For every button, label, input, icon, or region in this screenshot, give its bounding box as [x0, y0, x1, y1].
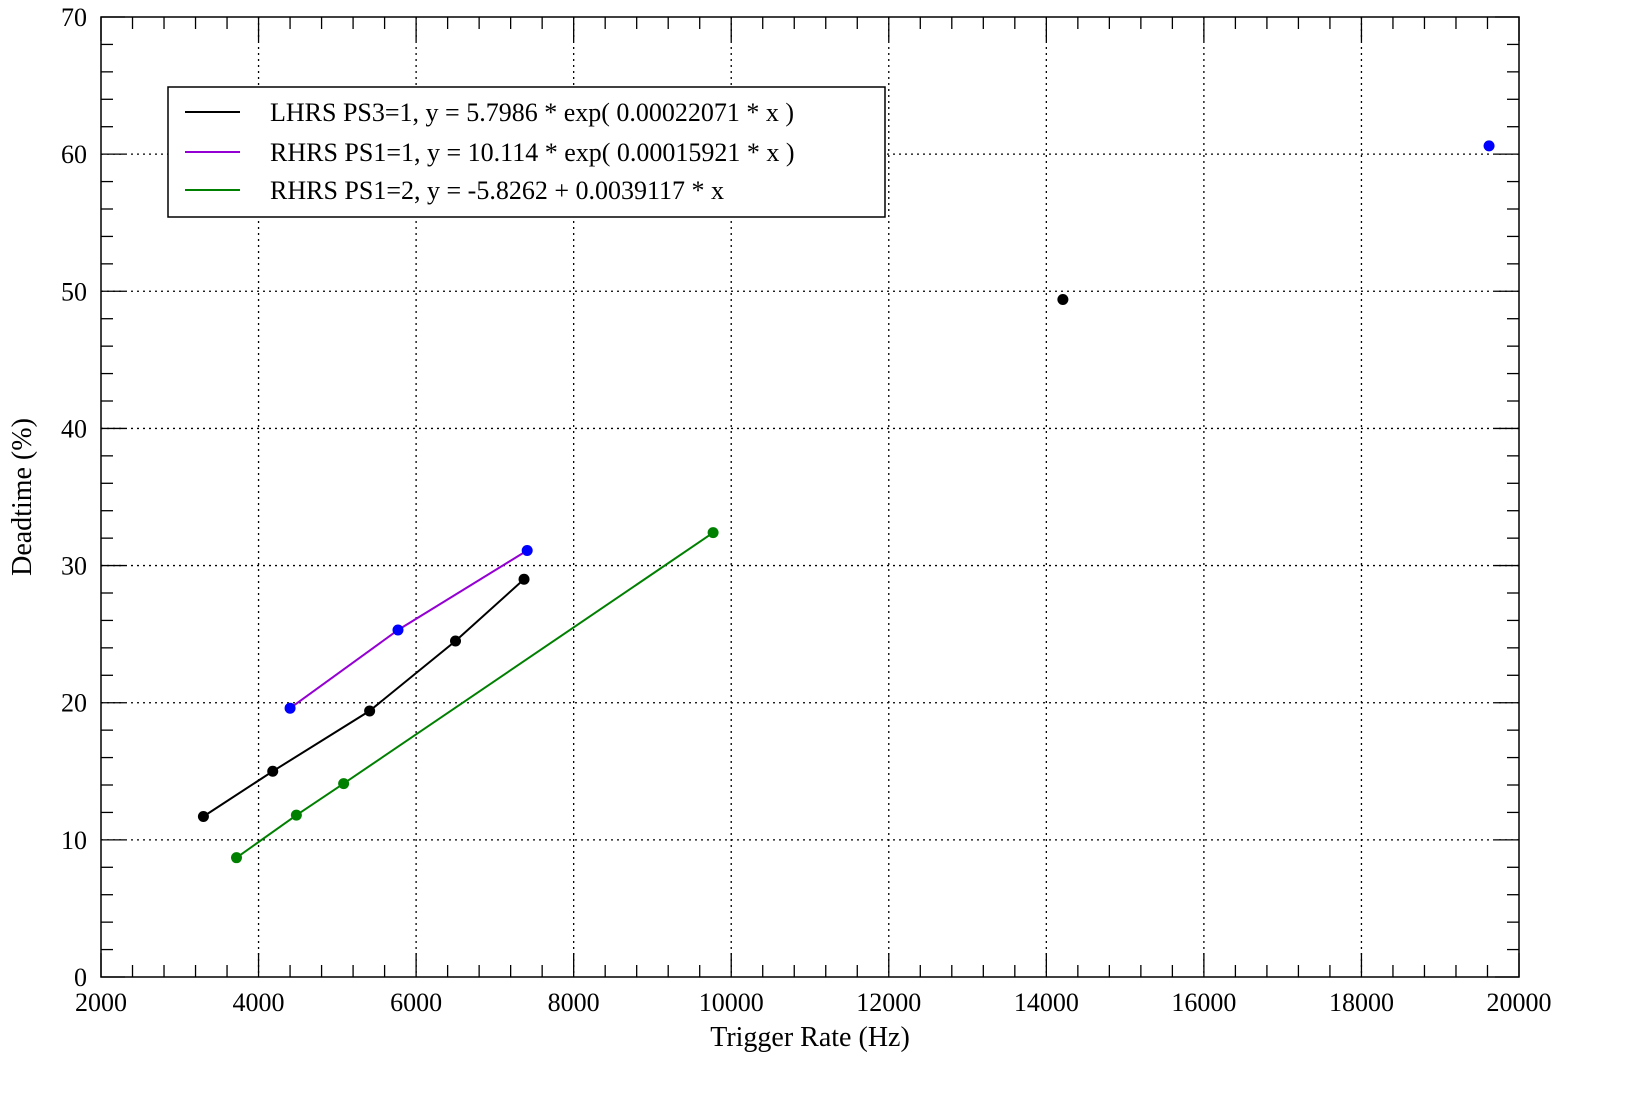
x-axis-title: Trigger Rate (Hz): [710, 1022, 910, 1053]
x-tick-label: 8000: [548, 988, 600, 1017]
legend-label-lhrs: LHRS PS3=1, y = 5.7986 * exp( 0.00022071…: [270, 98, 794, 127]
y-tick-label: 0: [74, 963, 87, 992]
legend-label-rhrs-ps1-2: RHRS PS1=2, y = -5.8262 + 0.0039117 * x: [270, 176, 724, 205]
series-2-fit-line: [235, 531, 714, 859]
series-0-point: [267, 765, 279, 777]
series-1-point: [521, 544, 533, 556]
x-tick-label: 10000: [699, 988, 764, 1017]
series-0-point: [450, 635, 461, 647]
series-2-point: [707, 527, 719, 539]
legend: LHRS PS3=1, y = 5.7986 * exp( 0.00022071…: [167, 86, 886, 218]
y-tick-label: 70: [61, 3, 87, 32]
y-tick-label: 10: [61, 826, 87, 855]
x-tick-label: 6000: [390, 988, 442, 1017]
series-2-point: [290, 809, 302, 821]
series-1-point: [284, 702, 296, 714]
series-1-point: [1483, 140, 1495, 152]
series-0-point: [197, 811, 209, 823]
y-tick-label: 20: [61, 689, 87, 718]
series-0-point: [518, 573, 530, 585]
x-tick-label: 4000: [233, 988, 285, 1017]
series-layer: [197, 140, 1495, 864]
legend-label-rhrs-ps1-1: RHRS PS1=1, y = 10.114 * exp( 0.00015921…: [270, 138, 795, 167]
x-tick-label: 20000: [1487, 988, 1552, 1017]
series-0-fit-line: [202, 578, 525, 818]
y-tick-label: 50: [61, 277, 87, 306]
x-tick-label: 12000: [856, 988, 921, 1017]
legend-box: [167, 86, 886, 218]
series-1-point: [392, 624, 404, 636]
plot-frame: [100, 16, 1520, 978]
x-tick-label: 2000: [75, 988, 127, 1017]
y-tick-label: 60: [61, 140, 87, 169]
series-1-fit-line: [289, 549, 528, 710]
x-tick-label: 14000: [1014, 988, 1079, 1017]
series-0-point: [364, 705, 376, 717]
x-tick-label: 16000: [1171, 988, 1236, 1017]
series-2-point: [338, 778, 350, 790]
series-2-point: [230, 852, 242, 864]
axis-ticks: [100, 16, 1520, 978]
y-tick-label: 30: [61, 552, 87, 581]
y-axis-title: Deadtime (%): [7, 418, 38, 576]
tick-labels: 2000 4000 6000 8000 10000 12000 14000 16000 1800…: [61, 3, 1552, 1017]
x-tick-label: 18000: [1329, 988, 1394, 1017]
y-tick-label: 40: [61, 414, 87, 443]
series-0-point: [1057, 294, 1069, 306]
